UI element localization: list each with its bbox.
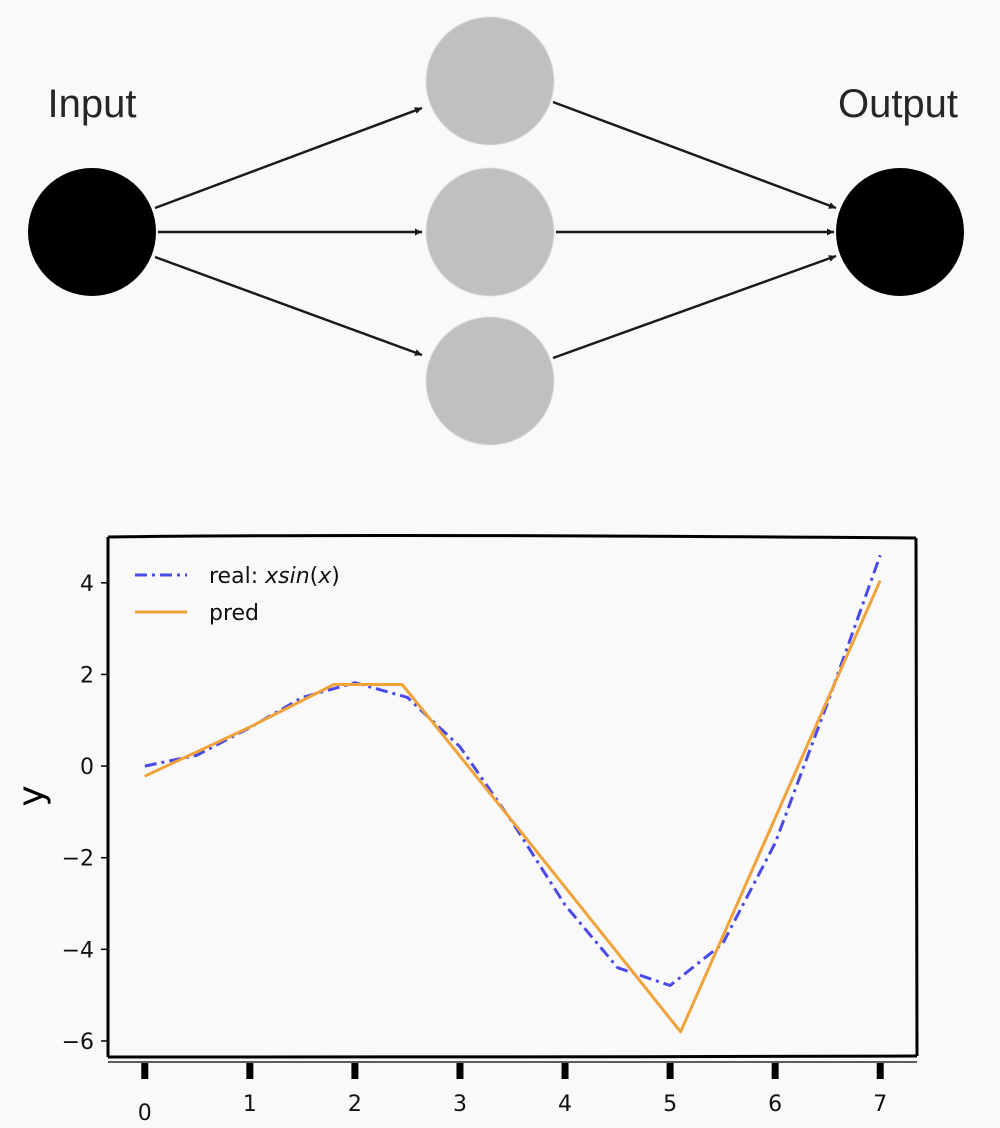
x-tick-mark — [876, 1063, 884, 1079]
x-tick-mark — [561, 1063, 569, 1079]
x-tick-label: 3 — [453, 1092, 467, 1117]
legend: real: xsin(x) pred — [135, 564, 340, 626]
y-tick-label: −6 — [62, 1030, 94, 1055]
y-axis-label: y — [11, 785, 52, 806]
axes-frame-top — [107, 533, 917, 540]
x-tick-label: 2 — [348, 1092, 362, 1117]
x-tick-label: 1 — [243, 1092, 257, 1117]
network-diagram: Input Output — [28, 17, 964, 445]
x-tick-label: 7 — [873, 1092, 887, 1117]
axes-frame-right — [914, 537, 919, 1057]
x-tick-mark — [351, 1063, 359, 1079]
y-tick-label: 0 — [80, 755, 94, 780]
y-tick-label: 2 — [80, 663, 94, 688]
y-tick-label: −4 — [62, 938, 94, 963]
edge-hidden-3-output — [552, 254, 837, 360]
edge-hidden-1-output — [552, 100, 837, 210]
y-axis-ticks: −6 −4 −2 0 2 4 — [62, 572, 108, 1055]
x-tick-mark — [246, 1063, 254, 1079]
input-label: Input — [48, 82, 137, 126]
legend-label-real-close: ) — [331, 564, 340, 589]
legend-label-real: real: xsin(x) — [209, 564, 340, 589]
output-node — [836, 168, 964, 296]
series-line-pred — [144, 579, 882, 1034]
line-chart: −6 −4 −2 0 2 4 0 1 2 3 4 5 6 7 y real: xsin(x) pred — [11, 533, 919, 1126]
legend-label-real-func: xsin — [264, 564, 310, 589]
x-tick-label: 0 — [138, 1101, 152, 1126]
x-tick-mark — [456, 1063, 464, 1079]
edge-input-hidden-3 — [154, 255, 423, 357]
x-tick-label: 5 — [663, 1092, 677, 1117]
output-label: Output — [838, 82, 958, 126]
legend-label-pred: pred — [209, 601, 259, 626]
y-tick-label: −2 — [62, 847, 94, 872]
hidden-node-3 — [426, 317, 554, 445]
input-node — [28, 168, 156, 296]
x-tick-mark — [771, 1063, 779, 1079]
x-tick-label: 6 — [768, 1092, 782, 1117]
x-axis-ticks: 0 1 2 3 4 5 6 7 — [138, 1063, 887, 1126]
x-tick-label: 4 — [558, 1092, 572, 1117]
hidden-node-2 — [426, 168, 554, 296]
hidden-node-1 — [426, 17, 554, 145]
y-tick-label: 4 — [80, 572, 94, 597]
legend-label-real-prefix: real: — [209, 564, 265, 589]
x-tick-mark — [666, 1063, 674, 1079]
legend-label-real-open: ( — [310, 564, 319, 589]
edge-input-hidden-1 — [154, 106, 423, 210]
legend-label-real-arg: x — [317, 564, 332, 589]
axes-frame-bottom — [107, 1054, 918, 1060]
plot-lines — [144, 554, 882, 1034]
x-tick-mark — [141, 1063, 149, 1079]
